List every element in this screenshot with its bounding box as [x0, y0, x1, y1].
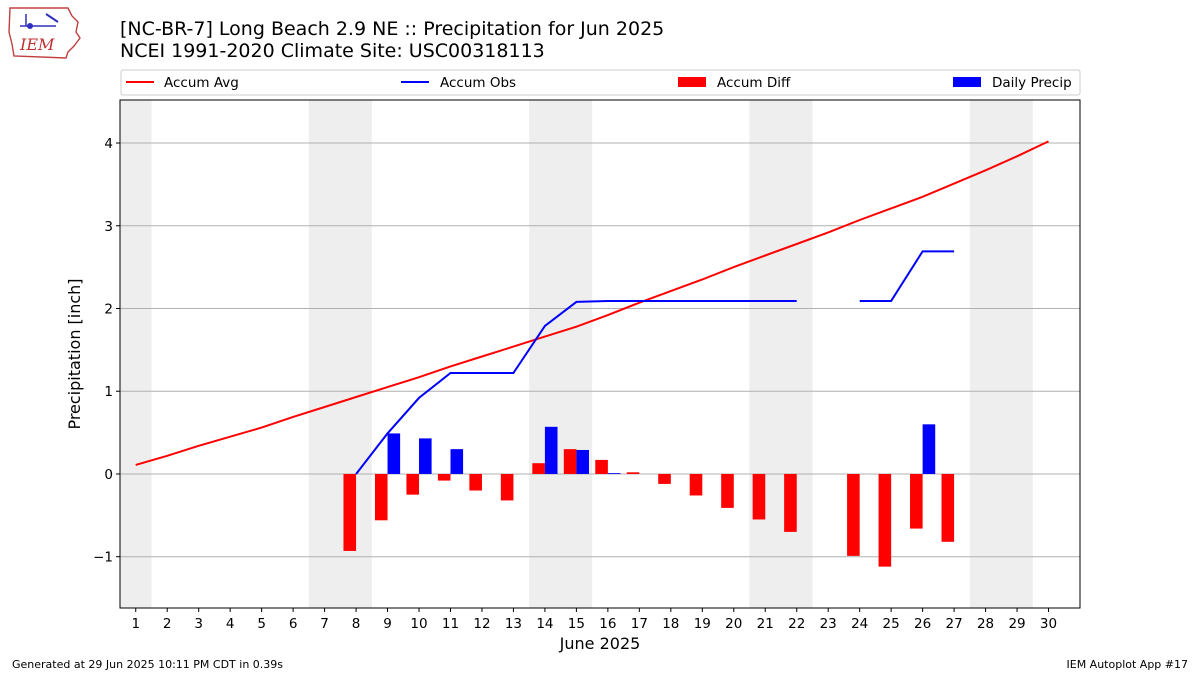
accum-diff-bar-14 — [532, 463, 545, 474]
footer-app-text: IEM Autoplot App #17 — [1066, 658, 1189, 671]
bar-marks — [343, 424, 955, 567]
x-tick-label: 6 — [289, 616, 298, 632]
y-tick-label: 0 — [104, 467, 113, 483]
weekend-shade-3 — [749, 100, 813, 608]
accum-diff-bar-22 — [784, 473, 797, 532]
accum-diff-bar-9 — [374, 473, 388, 521]
accum-diff-bar-26 — [910, 473, 923, 529]
accum-diff-bar-25 — [878, 473, 892, 567]
daily-precip-bar-11 — [450, 449, 464, 474]
legend-label-daily-precip: Daily Precip — [992, 75, 1072, 91]
accum-diff-bar-15 — [563, 449, 577, 474]
grid-lines — [120, 142, 1080, 558]
y-tick-label: 2 — [104, 301, 113, 317]
accum-diff-bar-21 — [752, 473, 766, 520]
weekend-shade-0 — [120, 100, 152, 608]
daily-precip-bar-10 — [419, 438, 432, 474]
x-tick-label: 18 — [662, 616, 679, 632]
x-tick-label: 8 — [352, 616, 361, 632]
weekend-shade-4 — [969, 100, 1033, 608]
x-tick-label: 19 — [694, 616, 711, 632]
accum-diff-bar-17 — [626, 472, 640, 474]
x-tick-label: 9 — [383, 616, 392, 632]
accum-diff-bar-11 — [437, 473, 451, 481]
x-tick-label: 11 — [442, 616, 459, 632]
daily-precip-bar-14 — [544, 426, 558, 474]
y-tick-label: −1 — [93, 550, 113, 566]
iowa-map-logo-icon: IEM — [8, 7, 81, 59]
legend-swatch-daily-precip — [953, 77, 981, 87]
y-tick-label: 4 — [104, 136, 113, 152]
x-axis-label: June 2025 — [559, 634, 641, 653]
accum-diff-bar-24 — [847, 473, 860, 556]
x-axis-ticks: 1 2 3 4 5 6 7 8 9 10 11 12 13 14 15 16 17 18 19 20 21 22 23 24 2… — [131, 608, 1057, 632]
chart-title: [NC-BR-7] Long Beach 2.9 NE :: Precipita… — [120, 18, 664, 40]
x-tick-label: 22 — [788, 616, 805, 632]
weekend-shade-2 — [529, 100, 593, 608]
x-tick-label: 14 — [536, 616, 553, 632]
y-axis-ticks: −1 0 1 2 3 4 — [93, 136, 120, 566]
daily-precip-bar-9 — [387, 433, 401, 474]
x-tick-label: 12 — [473, 616, 490, 632]
legend-label-accum-obs: Accum Obs — [440, 75, 516, 91]
x-tick-label: 25 — [883, 616, 900, 632]
x-tick-label: 29 — [1008, 616, 1025, 632]
x-tick-label: 15 — [568, 616, 585, 632]
accum-diff-bar-19 — [689, 473, 703, 496]
x-tick-label: 3 — [194, 616, 203, 632]
x-tick-label: 27 — [946, 616, 963, 632]
daily-precip-bar-15 — [576, 449, 589, 474]
x-tick-label: 2 — [163, 616, 172, 632]
footer-generated-text: Generated at 29 Jun 2025 10:11 PM CDT in… — [12, 658, 284, 671]
plot-frame — [119, 99, 1081, 609]
x-tick-label: 10 — [410, 616, 427, 632]
accum-diff-bar-20 — [721, 473, 734, 508]
accum-obs-line — [355, 250, 955, 475]
accum-diff-bar-8 — [343, 473, 357, 551]
x-tick-label: 17 — [631, 616, 648, 632]
x-tick-label: 7 — [320, 616, 329, 632]
legend-box — [120, 69, 1081, 96]
x-tick-label: 5 — [257, 616, 266, 632]
x-tick-label: 16 — [599, 616, 616, 632]
line-marks — [135, 140, 1049, 475]
chart-subtitle: NCEI 1991-2020 Climate Site: USC00318113 — [120, 40, 545, 62]
x-tick-label: 20 — [725, 616, 742, 632]
iem-logo: IEM — [6, 4, 82, 60]
legend-swatch-accum-diff — [678, 77, 706, 87]
x-tick-label: 26 — [914, 616, 931, 632]
accum-diff-bar-18 — [658, 473, 671, 484]
weekend-shading — [120, 100, 1033, 608]
x-tick-label: 30 — [1040, 616, 1057, 632]
x-tick-label: 28 — [977, 616, 994, 632]
legend-label-accum-avg: Accum Avg — [164, 75, 239, 91]
y-axis-label: Precipitation [inch] — [65, 278, 84, 429]
x-tick-label: 21 — [757, 616, 774, 632]
daily-precip-bar-16 — [607, 473, 621, 474]
accum-diff-bar-12 — [469, 473, 482, 491]
x-tick-label: 4 — [226, 616, 235, 632]
x-tick-label: 24 — [851, 616, 868, 632]
accum-avg-line — [135, 140, 1049, 466]
legend-label-accum-diff: Accum Diff — [717, 75, 791, 91]
x-tick-label: 13 — [505, 616, 522, 632]
accum-diff-bar-13 — [500, 473, 514, 501]
weekend-shade-1 — [308, 100, 372, 608]
accum-diff-bar-27 — [941, 473, 955, 542]
x-tick-label: 23 — [820, 616, 837, 632]
accum-diff-bar-16 — [595, 459, 608, 474]
accum-diff-bar-10 — [406, 473, 420, 495]
y-tick-label: 1 — [104, 384, 113, 400]
legend: Accum Avg Accum Obs Accum Diff Daily Pre… — [120, 69, 1081, 96]
x-tick-label: 1 — [131, 616, 140, 632]
y-tick-label: 3 — [104, 219, 113, 235]
daily-precip-bar-26 — [922, 424, 936, 474]
svg-text:IEM: IEM — [19, 35, 55, 54]
